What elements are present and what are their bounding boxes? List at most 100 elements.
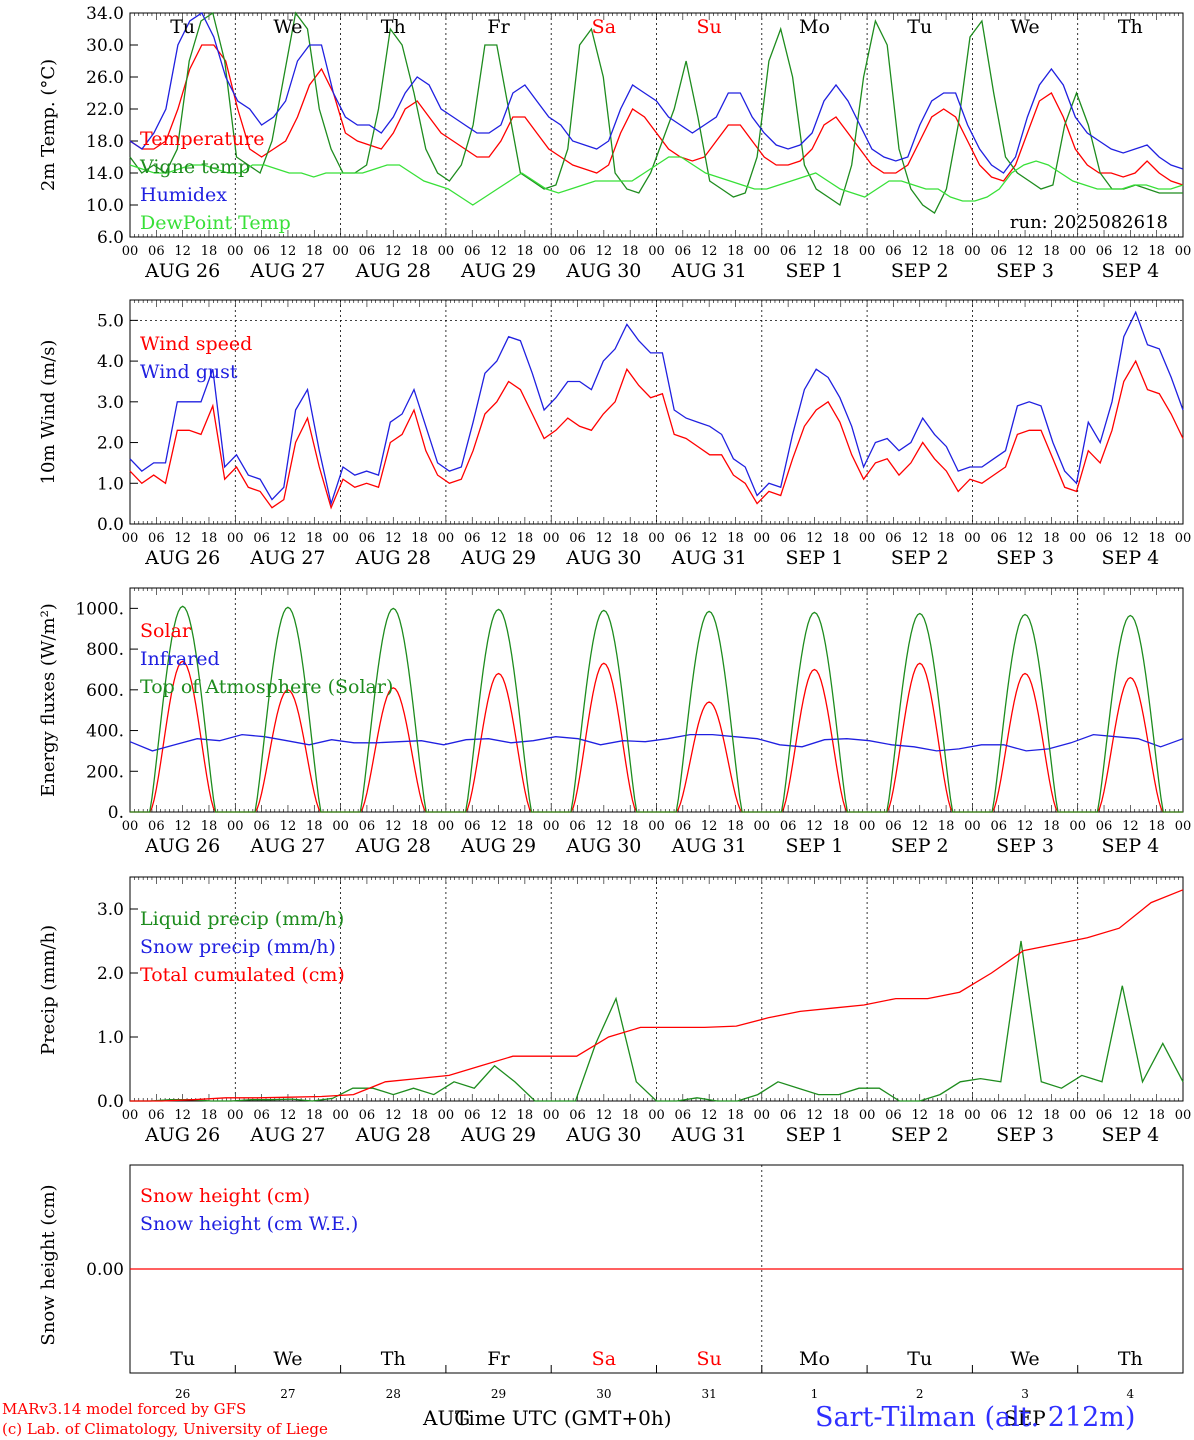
weekday-label: Sa <box>592 16 616 38</box>
hour-tick-label: 00 <box>332 531 349 546</box>
weekday-label: Fr <box>487 1348 510 1370</box>
hour-tick-label: 18 <box>1043 244 1060 259</box>
hour-tick-label: 18 <box>1148 244 1165 259</box>
legend-entry: Liquid precip (mm/h) <box>140 908 344 930</box>
hour-tick-label: 00 <box>227 244 244 259</box>
legend-entry: Temperature <box>140 128 264 150</box>
hour-tick-label: 00 <box>1175 819 1192 834</box>
y-tick-label: 18.0 <box>86 132 124 152</box>
y-tick-label: 6.0 <box>97 228 124 248</box>
hour-tick-label: 06 <box>780 244 797 259</box>
y-tick-label: 2.0 <box>97 964 124 984</box>
day-number: 27 <box>280 1387 295 1401</box>
hour-tick-label: 06 <box>569 819 586 834</box>
hour-tick-label: 00 <box>543 531 560 546</box>
hour-tick-label: 12 <box>806 531 823 546</box>
hour-tick-label: 06 <box>675 244 692 259</box>
hour-tick-label: 12 <box>490 531 507 546</box>
hour-tick-label: 18 <box>833 1108 850 1123</box>
day-label: SEP 3 <box>996 260 1054 282</box>
hour-tick-label: 18 <box>306 1108 323 1123</box>
y-tick-label: 3.0 <box>97 900 124 920</box>
hour-tick-label: 00 <box>1175 531 1192 546</box>
hour-tick-label: 00 <box>122 819 139 834</box>
hour-tick-label: 18 <box>622 819 639 834</box>
hour-tick-label: 00 <box>754 244 771 259</box>
day-label: SEP 2 <box>891 547 949 569</box>
hour-tick-label: 06 <box>359 244 376 259</box>
day-label: SEP 4 <box>1101 835 1159 857</box>
hour-tick-label: 12 <box>596 531 613 546</box>
weekday-label: Th <box>1118 16 1143 38</box>
day-label: SEP 1 <box>786 547 844 569</box>
hour-tick-label: 00 <box>648 1108 665 1123</box>
legend-entry: DewPoint Temp <box>140 212 291 234</box>
hour-tick-label: 00 <box>227 819 244 834</box>
legend-entry: Vigne temp <box>139 156 250 178</box>
day-label: AUG 26 <box>144 1124 220 1146</box>
legend-entry: Infrared <box>140 648 220 670</box>
day-label: SEP 2 <box>891 260 949 282</box>
hour-tick-label: 18 <box>938 819 955 834</box>
day-label: SEP 3 <box>996 547 1054 569</box>
hour-tick-label: 12 <box>596 1108 613 1123</box>
legend-entry: Snow precip (mm/h) <box>140 936 336 958</box>
y-tick-label: 5.0 <box>97 311 124 331</box>
day-number: 28 <box>386 1387 401 1401</box>
hour-tick-label: 06 <box>359 819 376 834</box>
hour-tick-label: 06 <box>464 1108 481 1123</box>
series-humidex <box>129 12 1184 174</box>
series-infrared <box>129 733 1184 752</box>
day-label: SEP 1 <box>786 835 844 857</box>
hour-tick-label: 18 <box>517 1108 534 1123</box>
hour-tick-label: 18 <box>1043 531 1060 546</box>
day-label: AUG 29 <box>460 835 536 857</box>
hour-tick-label: 06 <box>569 1108 586 1123</box>
hour-tick-label: 06 <box>569 244 586 259</box>
run-annotation: run: 2025082618 <box>1010 212 1168 233</box>
hour-tick-label: 12 <box>490 1108 507 1123</box>
month-label-sep: SEP <box>1004 1406 1046 1430</box>
day-label: AUG 31 <box>671 260 747 282</box>
legend-entry: Humidex <box>140 184 227 206</box>
hour-tick-label: 06 <box>885 1108 902 1123</box>
hour-tick-label: 06 <box>1096 531 1113 546</box>
hour-tick-label: 00 <box>438 819 455 834</box>
hour-tick-label: 12 <box>911 819 928 834</box>
y-axis-label: 2m Temp. (°C) <box>38 59 59 191</box>
weekday-label: Su <box>697 1348 722 1370</box>
hour-tick-label: 06 <box>464 819 481 834</box>
weekday-label: Su <box>697 16 722 38</box>
y-tick-label: 10.0 <box>86 196 124 216</box>
hour-tick-label: 12 <box>1122 531 1139 546</box>
weekday-label: Tu <box>170 1348 195 1370</box>
day-label: SEP 2 <box>891 835 949 857</box>
hour-tick-label: 06 <box>148 531 165 546</box>
day-label: AUG 30 <box>565 260 641 282</box>
hour-tick-label: 18 <box>1043 819 1060 834</box>
weekday-label: We <box>273 1348 302 1370</box>
hour-tick-label: 00 <box>964 531 981 546</box>
day-number: 4 <box>1127 1387 1135 1401</box>
hour-tick-label: 06 <box>253 244 270 259</box>
hour-tick-label: 12 <box>385 244 402 259</box>
hour-tick-label: 00 <box>754 531 771 546</box>
hour-tick-label: 00 <box>648 819 665 834</box>
hour-tick-label: 06 <box>885 244 902 259</box>
weekday-label: Fr <box>487 16 510 38</box>
weekday-label: Th <box>381 16 406 38</box>
x-axis-title: Time UTC (GMT+0h) <box>455 1406 672 1430</box>
hour-tick-label: 18 <box>411 244 428 259</box>
hour-tick-label: 06 <box>780 531 797 546</box>
y-axis-label: 10m Wind (m/s) <box>38 340 59 485</box>
hour-tick-label: 06 <box>990 244 1007 259</box>
legend-entry: Total cumulated (cm) <box>140 964 345 986</box>
station-name: Sart-Tilman (alt. 212m) <box>815 1402 1136 1433</box>
day-number: 31 <box>702 1387 717 1401</box>
hour-tick-label: 00 <box>122 244 139 259</box>
hour-tick-label: 00 <box>1175 244 1192 259</box>
series-wind-speed <box>129 359 1184 510</box>
hour-tick-label: 00 <box>859 531 876 546</box>
hour-tick-label: 00 <box>859 819 876 834</box>
hour-tick-label: 12 <box>174 819 191 834</box>
